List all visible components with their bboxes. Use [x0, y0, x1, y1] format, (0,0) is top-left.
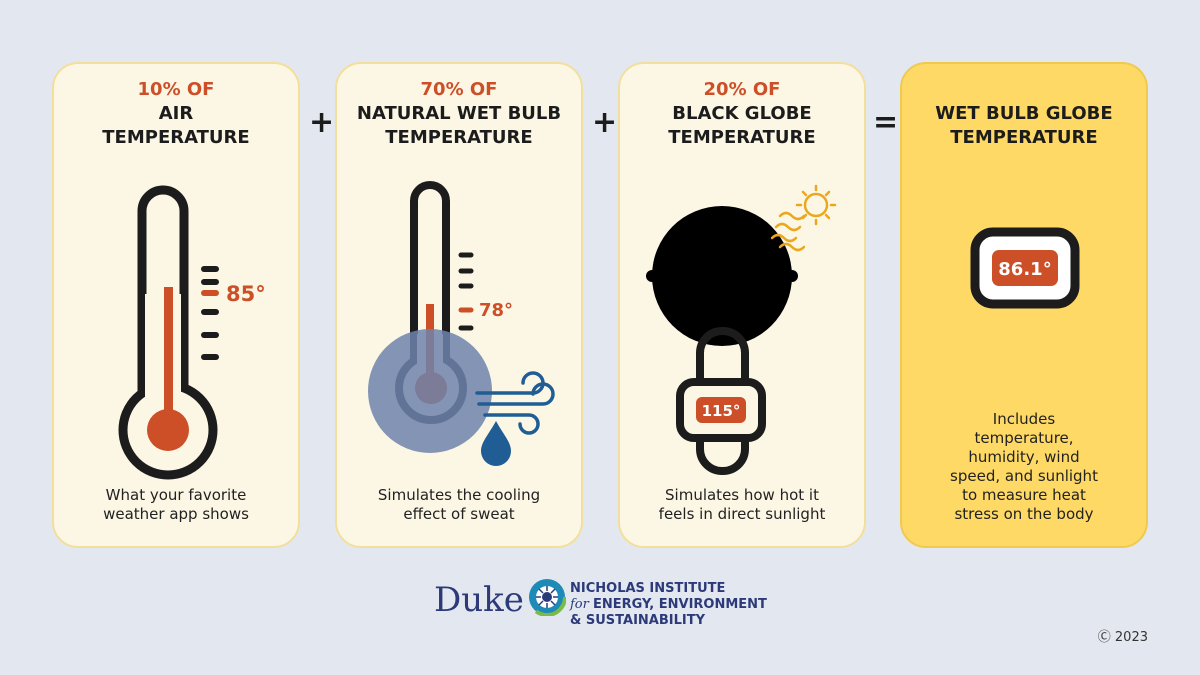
black-globe-reading: 115°	[702, 402, 741, 420]
card-wbgt-result: WET BULB GLOBE TEMPERATURE 86.1° Include…	[900, 62, 1148, 548]
duke-logo-text: Duke	[434, 580, 524, 620]
card-black-globe-temperature: 20% OF BLACK GLOBE TEMPERATURE 115° Simu…	[618, 62, 866, 548]
nicholas-institute-logo-icon	[528, 578, 566, 616]
institute-line-3: & SUSTAINABILITY	[570, 613, 705, 628]
water-drop-icon	[481, 421, 511, 466]
equals-operator: =	[873, 105, 899, 140]
black-globe-icon: 115°	[646, 184, 837, 475]
wet-bulb-description: Simulates the cooling effect of sweat	[377, 486, 541, 523]
wbgt-reading: 86.1°	[998, 259, 1051, 280]
wbgt-display-icon: 86.1°	[970, 227, 1080, 309]
wet-bulb-percentage: 70% OF	[420, 79, 498, 100]
wind-icon	[475, 371, 555, 435]
wbgt-title: WET BULB GLOBE TEMPERATURE	[935, 103, 1113, 148]
plus-operator-1: +	[309, 105, 335, 140]
card-air-temperature: 10% OF AIR TEMPERATURE 85° What your fav…	[52, 62, 300, 548]
copyright: Ⓒ 2023	[1097, 630, 1148, 645]
air-description: What your favorite weather app shows	[103, 486, 249, 523]
institute-line-2: for ENERGY, ENVIRONMENT	[570, 597, 767, 613]
institute-line-1: NICHOLAS INSTITUTE	[570, 581, 726, 596]
institute-for: for	[570, 597, 589, 612]
black-globe-title: BLACK GLOBE TEMPERATURE	[668, 103, 816, 148]
nicholas-institute-name: NICHOLAS INSTITUTE for ENERGY, ENVIRONME…	[570, 581, 767, 629]
wbgt-description: Includes temperature, humidity, wind spe…	[950, 410, 1098, 523]
black-globe-description: Simulates how hot it feels in direct sun…	[658, 486, 826, 523]
sun-icon	[770, 184, 837, 252]
plus-operator-2: +	[592, 105, 618, 140]
air-percentage: 10% OF	[137, 79, 215, 100]
air-title: AIR TEMPERATURE	[102, 103, 250, 148]
wet-thermometer-icon: 78°	[368, 181, 555, 466]
wet-bulb-title: NATURAL WET BULB TEMPERATURE	[356, 103, 562, 148]
air-reading: 85°	[226, 282, 266, 306]
card-wet-bulb-temperature: 70% OF NATURAL WET BULB TEMPERATURE 78° …	[335, 62, 583, 548]
institute-line-2-text: ENERGY, ENVIRONMENT	[593, 597, 767, 612]
wet-cloth-circle	[368, 329, 492, 453]
black-globe-percentage: 20% OF	[703, 79, 781, 100]
wet-bulb-reading: 78°	[479, 300, 513, 321]
thermometer-icon: 85°	[118, 185, 266, 480]
